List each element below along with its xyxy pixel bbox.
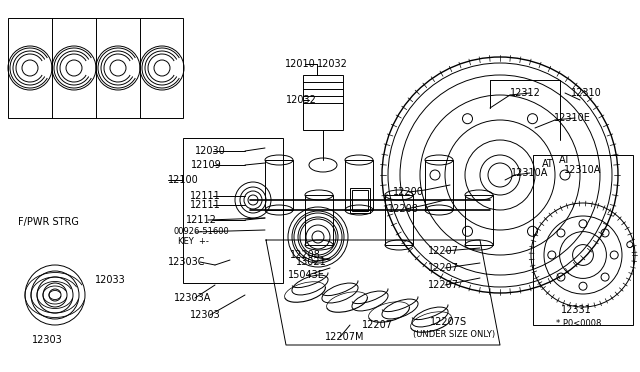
Text: 12032: 12032 [317,59,348,69]
Text: 12010: 12010 [285,59,316,69]
Text: 12312: 12312 [510,88,541,98]
Text: 12033: 12033 [95,275,125,285]
Text: AT: AT [542,159,554,169]
Bar [352,190,368,211]
Bar [303,75,343,130]
Text: 12100: 12100 [168,175,199,185]
Bar [533,155,633,325]
Bar [265,160,293,210]
Text: 12310: 12310 [571,88,602,98]
Text: 12310A: 12310A [511,168,548,178]
Bar [350,188,370,213]
Text: 12310E: 12310E [554,113,591,123]
Text: 12207: 12207 [428,246,459,256]
Text: 12207M: 12207M [325,332,365,342]
Bar [305,195,333,245]
Bar [385,195,413,245]
Bar [465,195,493,245]
Text: 00926-51600: 00926-51600 [173,228,228,237]
Text: 12208: 12208 [290,250,321,260]
Text: F/PWR STRG: F/PWR STRG [18,217,79,227]
Bar [8,18,183,118]
Text: 12331: 12331 [561,305,592,315]
Bar [425,160,453,210]
Text: (UNDER SIZE ONLY): (UNDER SIZE ONLY) [413,330,495,340]
Bar [345,160,373,210]
Text: 12303C: 12303C [168,257,205,267]
Text: 15043E: 15043E [288,270,325,280]
Text: 12310A: 12310A [564,165,602,175]
Text: 12303: 12303 [32,335,63,345]
Text: 12207: 12207 [428,280,459,290]
Text: 12111: 12111 [190,191,221,201]
Text: * P0<0008: * P0<0008 [556,318,602,327]
Text: 12207: 12207 [362,320,393,330]
Text: 12207: 12207 [428,263,459,273]
Text: 12303A: 12303A [174,293,211,303]
Text: 12200: 12200 [393,187,424,197]
Text: 12030: 12030 [195,146,226,156]
Text: 12109: 12109 [191,160,221,170]
Text: AT: AT [559,155,571,165]
Bar [183,138,283,283]
Text: 12208: 12208 [388,204,419,214]
Text: KEY  +-: KEY +- [178,237,209,246]
Text: 13021: 13021 [296,257,327,267]
Text: 12112: 12112 [186,215,217,225]
Text: 12207S: 12207S [430,317,467,327]
Text: 12111: 12111 [190,200,221,210]
Text: 12032: 12032 [286,95,317,105]
Text: 12303: 12303 [190,310,221,320]
